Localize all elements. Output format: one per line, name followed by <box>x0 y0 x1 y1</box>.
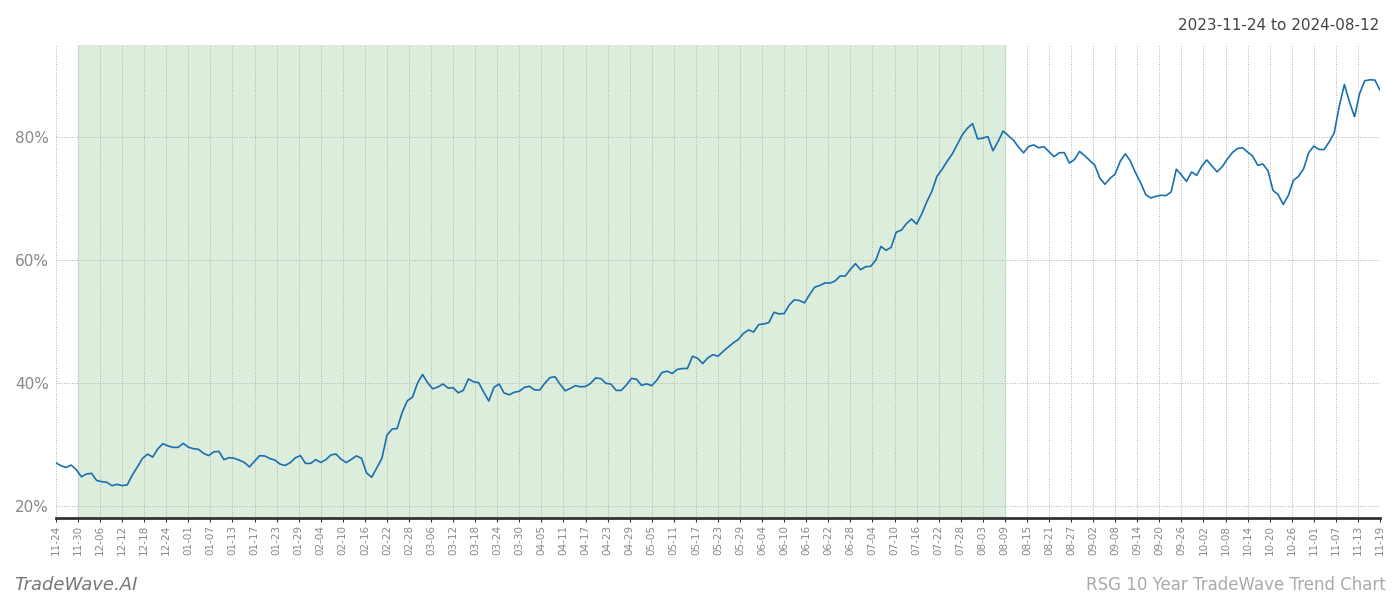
Text: TradeWave.AI: TradeWave.AI <box>14 576 137 594</box>
Text: 2023-11-24 to 2024-08-12: 2023-11-24 to 2024-08-12 <box>1177 18 1379 33</box>
Bar <box>78 45 1005 518</box>
Text: RSG 10 Year TradeWave Trend Chart: RSG 10 Year TradeWave Trend Chart <box>1086 576 1386 594</box>
